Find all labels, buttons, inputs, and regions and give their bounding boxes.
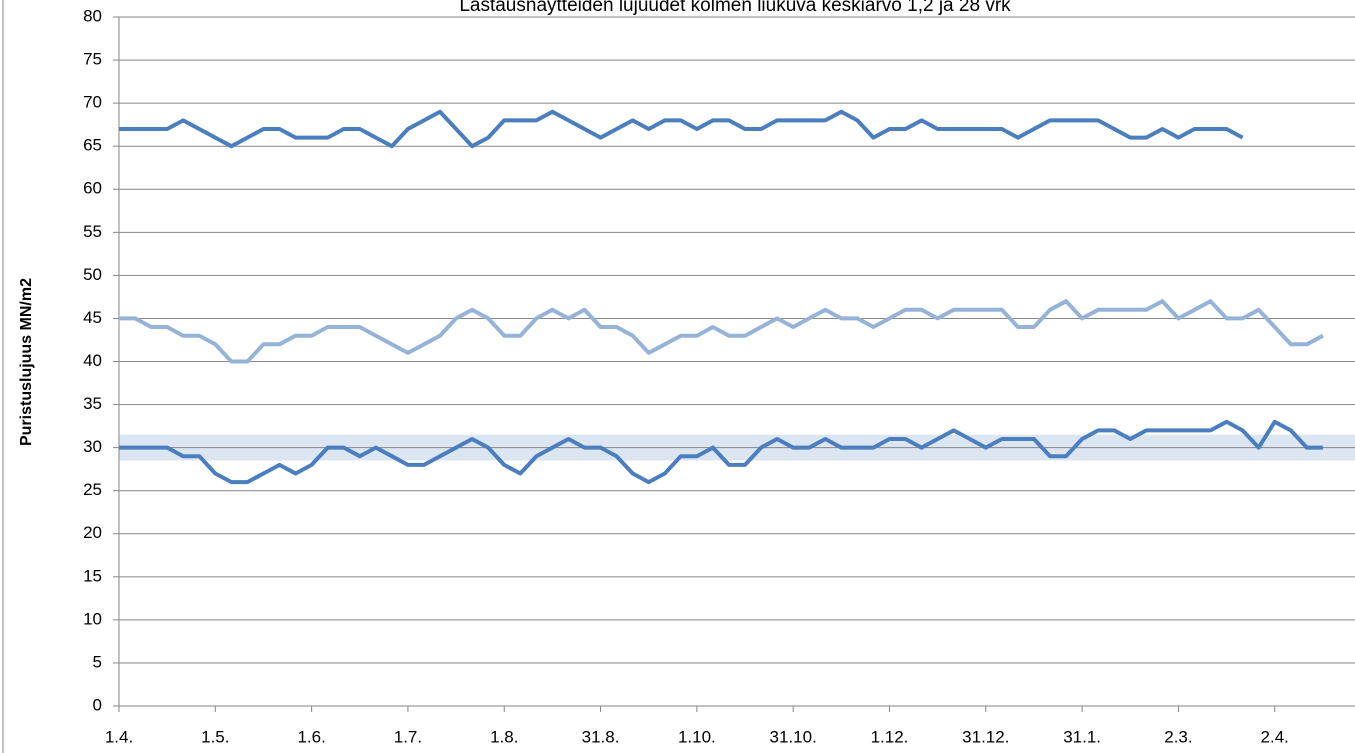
- x-tick-label: 1.12.: [871, 727, 909, 746]
- y-tick-label: 20: [83, 523, 102, 542]
- series-line: [119, 299, 1324, 364]
- y-tick-label: 60: [83, 179, 102, 198]
- series-line: [119, 109, 1244, 149]
- x-tick-label: 1.6.: [297, 727, 325, 746]
- y-tick-label: 75: [83, 50, 102, 69]
- y-tick-label: 40: [83, 351, 102, 370]
- y-tick-label: 15: [83, 566, 102, 585]
- y-tick-label: 65: [83, 136, 102, 155]
- y-tick-label: 5: [93, 652, 102, 671]
- y-tick-label: 25: [83, 480, 102, 499]
- x-tick-label: 31.10.: [770, 727, 817, 746]
- series-line: [119, 419, 1323, 485]
- y-tick-label: 70: [83, 93, 102, 112]
- y-tick-label: 10: [83, 609, 102, 628]
- x-tick-label: 31.12.: [962, 727, 1009, 746]
- x-tick-label: 1.4.: [105, 727, 133, 746]
- x-tick-label: 31.1.: [1063, 727, 1101, 746]
- y-tick-label: 50: [83, 265, 102, 284]
- x-tick-label: 31.8.: [582, 727, 620, 746]
- y-tick-label: 55: [83, 222, 102, 241]
- y-axis-title: Puristuslujuus MN/m2: [18, 278, 35, 446]
- y-tick-label: 0: [93, 695, 102, 714]
- y-tick-label: 80: [83, 6, 102, 25]
- x-tick-label: 1.8.: [490, 727, 518, 746]
- y-tick-label: 35: [83, 394, 102, 413]
- chart-title: Lastausnäytteiden lujuudet kolmen liukuv…: [459, 0, 1011, 16]
- x-tick-label: 2.3.: [1164, 727, 1192, 746]
- y-tick-label: 30: [83, 437, 102, 456]
- x-tick-label: 1.5.: [201, 727, 229, 746]
- x-tick-label: 1.10.: [678, 727, 716, 746]
- y-tick-label: 45: [83, 308, 102, 327]
- x-tick-label: 2.4.: [1261, 727, 1289, 746]
- x-tick-label: 1.7.: [394, 727, 422, 746]
